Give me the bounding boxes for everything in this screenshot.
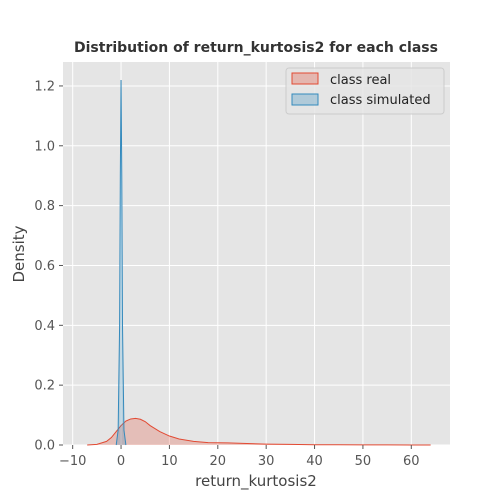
y-tick-label: 0.2 bbox=[34, 379, 55, 394]
series-layer bbox=[87, 79, 431, 446]
x-tick-label: 40 bbox=[306, 454, 323, 469]
x-tick-label: 10 bbox=[161, 454, 178, 469]
density-area-class-real bbox=[87, 418, 431, 445]
y-tick-label: 1.0 bbox=[34, 139, 55, 154]
legend-label-class-real: class real bbox=[330, 73, 391, 88]
x-tick-label: 60 bbox=[403, 454, 420, 469]
legend-swatch-class-real bbox=[291, 72, 319, 85]
legend-swatch-class-simulated bbox=[291, 93, 319, 106]
legend-box bbox=[285, 67, 445, 115]
grid-lines bbox=[63, 62, 450, 446]
y-tick-label: 0.8 bbox=[34, 199, 55, 214]
x-axis-ticks: −10 0 10 20 30 40 50 60 bbox=[59, 445, 420, 469]
chart-title: Distribution of return_kurtosis2 for eac… bbox=[74, 40, 438, 56]
density-area-class-simulated bbox=[116, 79, 126, 445]
x-tick-label: 50 bbox=[355, 454, 372, 469]
y-tick-label: 0.4 bbox=[34, 319, 55, 334]
y-axis-ticks: 0.0 0.2 0.4 0.6 0.8 1.0 1.2 bbox=[34, 79, 63, 454]
x-axis-label: return_kurtosis2 bbox=[195, 472, 317, 491]
x-tick-label: 0 bbox=[117, 454, 125, 469]
x-tick-label: 20 bbox=[210, 454, 227, 469]
y-axis-label: Density bbox=[10, 225, 28, 282]
density-line-class-simulated bbox=[115, 79, 127, 446]
x-tick-label: 30 bbox=[258, 454, 275, 469]
y-tick-label: 1.2 bbox=[34, 79, 55, 94]
legend: class real class simulated bbox=[285, 67, 445, 115]
plot-area bbox=[63, 62, 450, 445]
x-tick-label: −10 bbox=[59, 454, 86, 469]
legend-label-class-simulated: class simulated bbox=[330, 93, 431, 108]
y-tick-label: 0.6 bbox=[34, 259, 55, 274]
y-tick-label: 0.0 bbox=[34, 439, 55, 454]
